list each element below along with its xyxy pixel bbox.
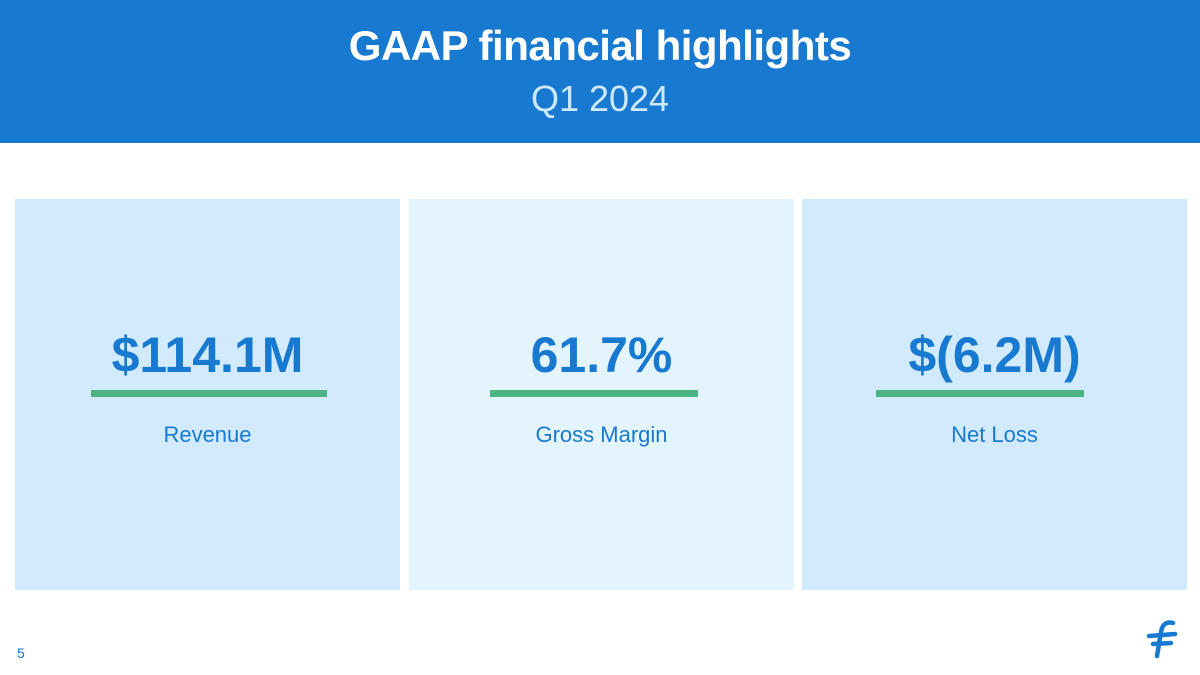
page-subtitle: Q1 2024 bbox=[530, 78, 670, 119]
revenue-value: $114.1M bbox=[111, 327, 304, 383]
brand-f-logo-icon bbox=[1146, 620, 1178, 659]
header-banner: GAAP financial highlights Q1 2024 bbox=[0, 0, 1200, 143]
gross-margin-underline bbox=[490, 390, 698, 397]
revenue-underline bbox=[91, 390, 327, 397]
gross-margin-card: 61.7% Gross Margin bbox=[409, 199, 794, 590]
gross-margin-label: Gross Margin bbox=[535, 422, 668, 447]
page-number: 5 bbox=[17, 645, 25, 661]
revenue-card: $114.1M Revenue bbox=[15, 199, 400, 590]
net-loss-value: $(6.2M) bbox=[908, 327, 1081, 383]
net-loss-label: Net Loss bbox=[951, 422, 1038, 447]
page-title: GAAP financial highlights bbox=[348, 22, 852, 69]
gross-margin-value: 61.7% bbox=[530, 327, 673, 383]
net-loss-underline bbox=[876, 390, 1084, 397]
net-loss-card: $(6.2M) Net Loss bbox=[802, 199, 1187, 590]
revenue-label: Revenue bbox=[163, 422, 252, 447]
